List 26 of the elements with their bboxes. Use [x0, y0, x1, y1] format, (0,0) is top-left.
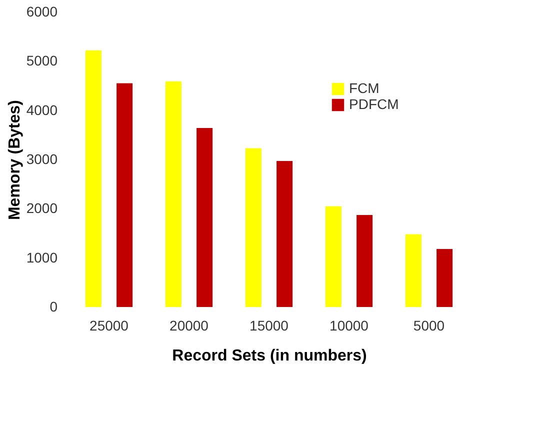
- y-tick-label: 2000: [26, 200, 58, 216]
- x-tick-label: 20000: [170, 318, 209, 334]
- bar: [165, 81, 182, 307]
- x-tick-label: 25000: [90, 318, 129, 334]
- bar: [196, 128, 213, 307]
- y-tick-label: 3000: [26, 151, 58, 167]
- bar: [276, 160, 293, 307]
- legend-label: FCM: [349, 80, 380, 96]
- y-tick-label: 4000: [26, 102, 58, 118]
- bar: [356, 215, 373, 307]
- legend-label: PDFCM: [349, 96, 399, 112]
- bar: [245, 148, 262, 307]
- bar: [325, 206, 342, 307]
- x-axis-title: Record Sets (in numbers): [172, 348, 367, 364]
- bar: [405, 234, 422, 307]
- y-tick-label: 5000: [26, 52, 58, 69]
- bar: [436, 248, 453, 307]
- y-tick-label: 1000: [26, 249, 58, 266]
- bar: [85, 50, 102, 307]
- x-tick-label: 15000: [250, 318, 289, 334]
- x-tick-label: 10000: [330, 318, 369, 334]
- x-tick-label: 5000: [413, 318, 445, 334]
- y-tick-label: 0: [50, 298, 58, 314]
- y-tick-label: 6000: [26, 4, 58, 20]
- bar: [116, 83, 133, 307]
- y-axis-title: Memory (Bytes): [6, 100, 24, 220]
